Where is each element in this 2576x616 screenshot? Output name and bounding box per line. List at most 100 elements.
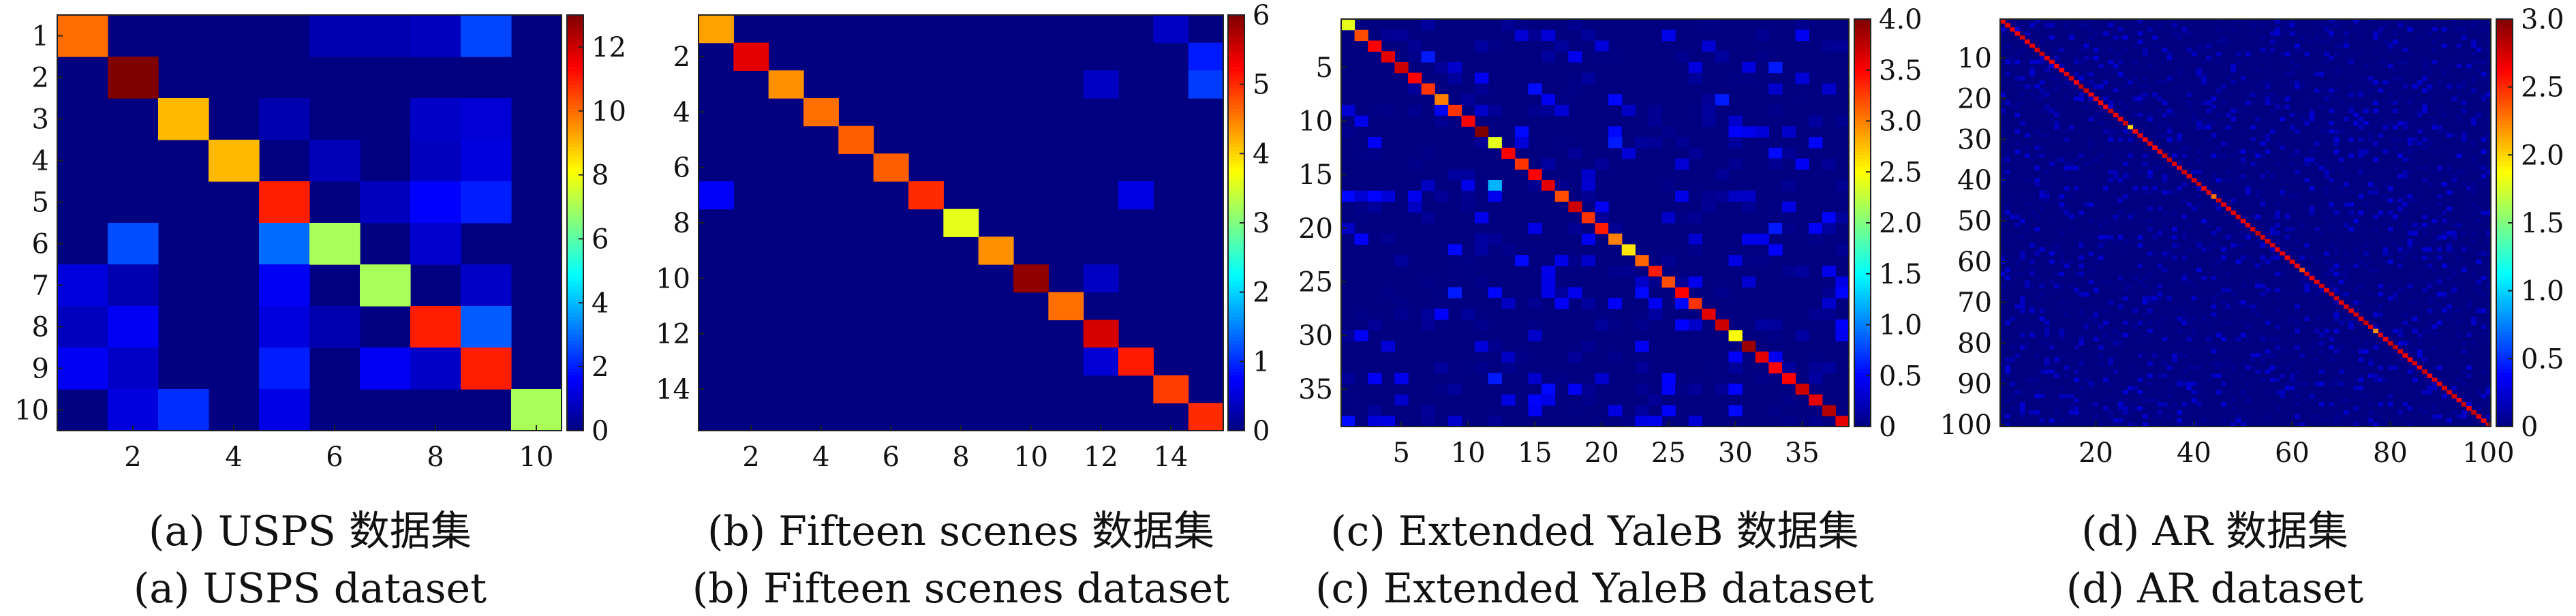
- heatmap-cell: [2211, 373, 2217, 378]
- heatmap-cell: [2329, 296, 2335, 301]
- heatmap-cell: [2270, 194, 2275, 199]
- heatmap-cell: [2093, 96, 2099, 102]
- colorbar-segment: [567, 129, 583, 134]
- heatmap-cell: [2117, 418, 2123, 423]
- heatmap-cell: [2039, 63, 2045, 69]
- heatmap-cell: [2211, 255, 2217, 260]
- heatmap-cell: [2338, 219, 2344, 224]
- heatmap-cell: [2093, 55, 2099, 61]
- heatmap-cell: [2014, 215, 2021, 219]
- heatmap-cell: [2059, 251, 2065, 256]
- heatmap-cell: [2005, 153, 2010, 158]
- heatmap-cell: [2476, 112, 2482, 118]
- heatmap-cell: [2387, 324, 2393, 330]
- heatmap-cell: [2373, 259, 2378, 264]
- colorbar-segment: [1228, 268, 1244, 272]
- heatmap-cell: [2461, 170, 2467, 174]
- heatmap-cell: [2260, 182, 2266, 187]
- heatmap-cell: [2432, 47, 2438, 52]
- colorbar-segment: [1228, 119, 1244, 123]
- heatmap-cell: [2132, 422, 2138, 427]
- heatmap-cell: [2461, 215, 2467, 219]
- heatmap-cell: [2221, 39, 2226, 44]
- heatmap-cell: [2196, 72, 2202, 77]
- heatmap-cell: [2166, 251, 2173, 256]
- heatmap-cell: [2215, 349, 2222, 354]
- heatmap-cell: [2064, 72, 2070, 77]
- heatmap-cell: [2113, 133, 2119, 138]
- heatmap-cell: [2157, 230, 2163, 236]
- heatmap-cell: [2005, 373, 2010, 378]
- heatmap-cell: [2485, 92, 2491, 97]
- heatmap-cell: [1581, 180, 1596, 191]
- heatmap-cell: [2191, 117, 2197, 122]
- heatmap-cell: [1835, 180, 1850, 191]
- heatmap-cell: [2113, 51, 2119, 57]
- heatmap-cell: [2117, 157, 2123, 162]
- heatmap-cell: [2461, 422, 2467, 427]
- heatmap-cell: [1822, 223, 1836, 234]
- colorbar-segment: [2496, 290, 2513, 295]
- heatmap-cell: [2358, 76, 2364, 81]
- heatmap-cell: [2108, 100, 2114, 106]
- heatmap-cell: [2132, 275, 2138, 281]
- heatmap-cell: [2422, 76, 2427, 81]
- colorbar-tick-label: 4: [1253, 138, 1270, 170]
- heatmap-cell: [2382, 59, 2389, 65]
- heatmap-cell: [2191, 238, 2197, 244]
- heatmap-cell: [2211, 279, 2217, 285]
- heatmap-cell: [1822, 308, 1836, 320]
- heatmap-cell: [2295, 394, 2300, 399]
- heatmap-cell: [2407, 51, 2413, 57]
- heatmap-cell: [1461, 233, 1475, 245]
- heatmap-cell: [2461, 267, 2467, 273]
- heatmap-cell: [1608, 233, 1623, 245]
- heatmap-cell: [1675, 298, 1689, 309]
- heatmap-cell: [1381, 29, 1396, 42]
- heatmap-cell: [2407, 247, 2413, 252]
- heatmap-cell: [1688, 298, 1702, 309]
- colorbar-segment: [1854, 232, 1871, 237]
- heatmap-cell: [2083, 84, 2089, 89]
- heatmap-cell: [2211, 361, 2217, 366]
- heatmap-cell: [1621, 265, 1636, 277]
- heatmap-cell: [2304, 121, 2310, 126]
- colorbar-segment: [1228, 420, 1244, 425]
- heatmap-cell: [2260, 292, 2266, 297]
- colorbar-tick-label: 12: [592, 32, 626, 63]
- heatmap-cell: [2476, 59, 2482, 65]
- heatmap-cell: [2059, 255, 2065, 260]
- heatmap-cell: [1688, 104, 1702, 117]
- colorbar-segment: [2496, 253, 2513, 258]
- heatmap-cell: [2108, 337, 2114, 342]
- heatmap-cell: [2177, 100, 2182, 106]
- heatmap-cell: [2260, 320, 2266, 326]
- x-tick-label: 80: [2373, 437, 2408, 469]
- heatmap-cell: [2344, 182, 2349, 187]
- heatmap-cell: [2128, 59, 2133, 65]
- heatmap-cell: [2265, 316, 2271, 322]
- colorbar-segment: [2496, 52, 2513, 57]
- heatmap-cell: [2471, 410, 2477, 415]
- heatmap-cell: [2142, 137, 2148, 142]
- heatmap-cell: [2137, 190, 2143, 195]
- heatmap-cell: [410, 98, 461, 140]
- heatmap-cell: [1488, 416, 1502, 427]
- heatmap-cell: [1702, 115, 1716, 127]
- heatmap-cell: [2181, 198, 2188, 203]
- colorbar-segment: [1228, 209, 1244, 213]
- heatmap-cell: [2485, 361, 2491, 366]
- heatmap-cell: [2152, 414, 2158, 419]
- heatmap-cell: [2378, 312, 2384, 318]
- heatmap-cell: [410, 223, 461, 265]
- heatmap-cell: [2172, 234, 2177, 240]
- heatmap-cell: [1435, 61, 1449, 74]
- heatmap-cell: [2329, 55, 2335, 61]
- heatmap-cell: [2461, 288, 2467, 293]
- heatmap-cell: [2378, 104, 2384, 110]
- colorbar-segment: [2496, 399, 2513, 403]
- heatmap-cell: [2103, 398, 2109, 403]
- colorbar-segment: [567, 160, 583, 165]
- heatmap-cell: [2152, 283, 2158, 289]
- heatmap-cell: [2344, 304, 2349, 309]
